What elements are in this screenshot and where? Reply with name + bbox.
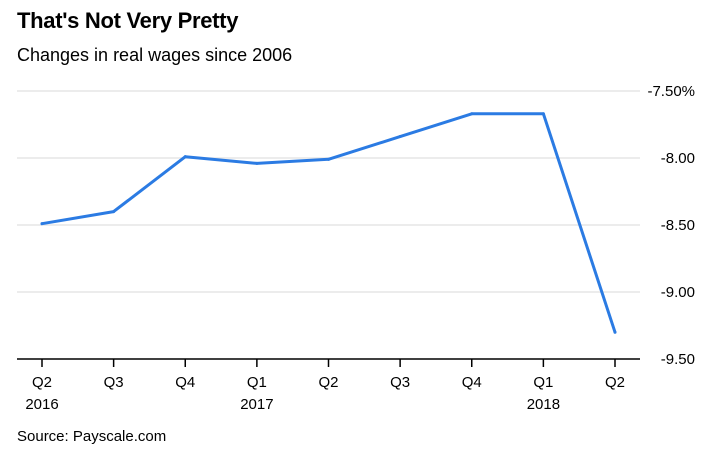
- y-axis-tick-labels: -7.50% -8.00 -8.50 -9.00 -9.50: [647, 83, 695, 368]
- data-point: [40, 222, 44, 226]
- y-tick-label: -9.50: [661, 351, 695, 368]
- chart-subtitle: Changes in real wages since 2006: [17, 45, 293, 65]
- data-point: [255, 161, 259, 165]
- y-tick-label: -9.00: [661, 284, 695, 301]
- y-tick-label: -7.50%: [647, 83, 695, 100]
- chart-title: That's Not Very Pretty: [17, 8, 239, 33]
- x-tick-label: Q4: [175, 374, 195, 391]
- x-year-label: 2018: [527, 396, 560, 413]
- x-tick-label: Q3: [390, 374, 410, 391]
- data-point: [470, 112, 474, 116]
- series-layer: [40, 112, 617, 334]
- series-line: [40, 112, 617, 334]
- x-tick-label: Q1: [247, 374, 267, 391]
- data-point: [327, 157, 330, 161]
- x-year-label: 2017: [240, 396, 273, 413]
- x-year-label: 2016: [25, 396, 58, 413]
- y-tick-label: -8.00: [661, 150, 695, 167]
- x-tick-label: Q1: [533, 374, 553, 391]
- data-point: [112, 210, 116, 214]
- x-tick-label: Q2: [605, 374, 625, 391]
- x-tick-label: Q2: [318, 374, 338, 391]
- x-tick-label: Q3: [104, 374, 124, 391]
- x-axis-ticks: Q2 2016 Q3 Q4 Q1 2017 Q2 Q3 Q4 Q1 2018 Q2: [25, 359, 625, 413]
- source-note: Source: Payscale.com: [17, 428, 167, 445]
- data-point: [613, 330, 617, 334]
- x-tick-label: Q2: [32, 374, 52, 391]
- data-point: [183, 155, 187, 159]
- y-tick-label: -8.50: [661, 217, 695, 234]
- x-tick-label: Q4: [462, 374, 482, 391]
- data-point: [541, 112, 545, 116]
- data-point: [398, 135, 402, 139]
